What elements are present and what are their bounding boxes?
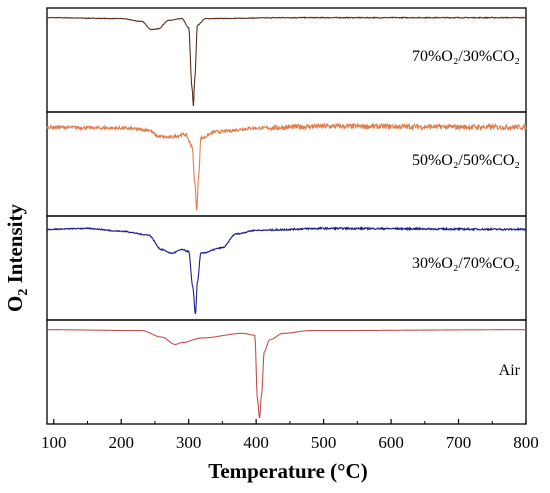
x-tick-label: 500 xyxy=(311,433,337,452)
panel-4: Air xyxy=(46,319,527,425)
series-label: 50%O₂/50%CO₂ xyxy=(412,152,520,169)
y-axis-title-rest: Intensity xyxy=(3,204,27,289)
series-line xyxy=(46,122,527,211)
panel-3: 30%O₂/70%CO₂ xyxy=(46,215,527,321)
series-label: 70%O₂/30%CO₂ xyxy=(412,48,520,65)
panel-frame xyxy=(46,319,527,425)
series-label: Air xyxy=(499,362,521,379)
panel-1: 70%O₂/30%CO₂ xyxy=(46,7,527,113)
panel-2: 50%O₂/50%CO₂ xyxy=(46,111,527,217)
x-tick-label: 300 xyxy=(176,433,202,452)
series-line xyxy=(47,329,526,419)
plot-panels: 70%O₂/30%CO₂ 50%O₂/50%CO₂ 30%O₂/70%CO₂ Air xyxy=(46,7,527,425)
y-axis-title-subscript: 2 xyxy=(16,289,31,296)
x-axis-title: Temperature (°C) xyxy=(208,459,367,483)
x-axis: 100 200 300 400 500 600 700 800 xyxy=(41,419,539,452)
y-axis-title: O2 Intensity xyxy=(3,204,31,312)
x-tick-label: 600 xyxy=(378,433,404,452)
x-tick-label: 200 xyxy=(108,433,134,452)
x-tick-label: 400 xyxy=(243,433,269,452)
x-tick-label: 100 xyxy=(41,433,67,452)
series-label: 30%O₂/70%CO₂ xyxy=(412,255,520,272)
y-axis-title-main: O xyxy=(3,296,27,312)
x-tick-label: 800 xyxy=(513,433,539,452)
series-line xyxy=(46,226,527,315)
series-line xyxy=(46,16,527,107)
x-tick-label: 700 xyxy=(446,433,472,452)
